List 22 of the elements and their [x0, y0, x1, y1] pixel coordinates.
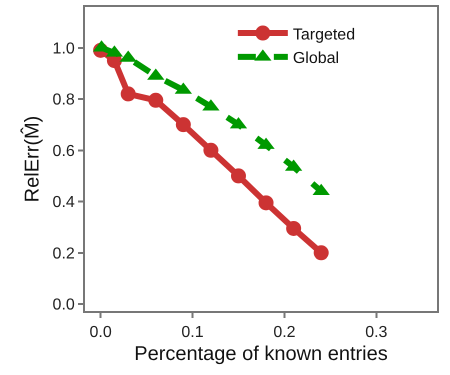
x-tick-label: 0.2	[273, 324, 296, 342]
y-tick-label: 0.2	[52, 245, 75, 262]
y-tick-label: 0.8	[52, 92, 75, 109]
x-tick-label: 0.1	[181, 324, 204, 342]
point	[148, 92, 164, 108]
point	[230, 168, 246, 184]
x-axis-title: Percentage of known entries	[134, 343, 388, 366]
point	[176, 117, 191, 132]
y-axis-title: RelErr(M̂)	[20, 116, 44, 202]
legend-label: Global	[292, 50, 340, 68]
y-tick-label: 1.0	[52, 40, 75, 58]
x-tick-label: 0.3	[365, 324, 388, 342]
legend-label: Targeted	[292, 26, 356, 44]
y-tick-label: 0.0	[52, 296, 75, 314]
y-tick-label: 0.4	[52, 194, 75, 212]
point	[120, 86, 136, 102]
x-tick-label: 0.0	[89, 324, 112, 342]
point	[203, 142, 218, 158]
point	[314, 245, 329, 260]
y-tick-label: 0.6	[52, 142, 75, 160]
point	[258, 195, 274, 210]
point	[286, 220, 302, 236]
